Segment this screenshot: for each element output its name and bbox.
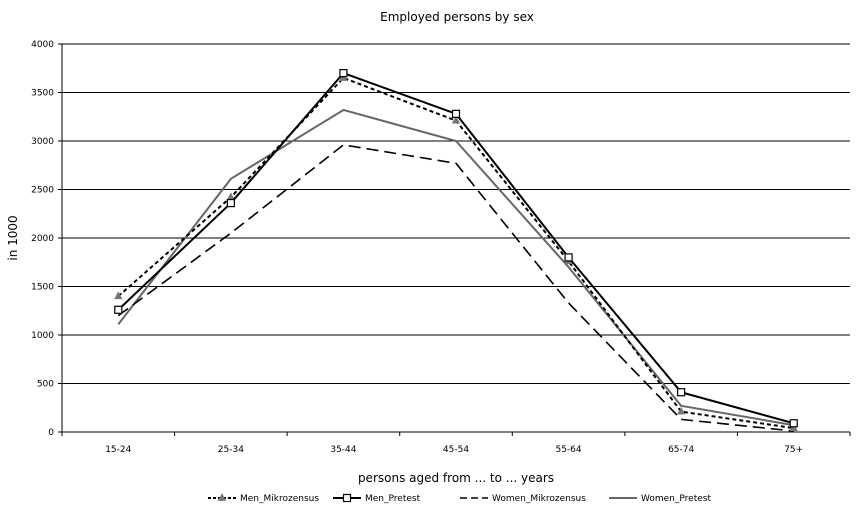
series-group <box>114 68 798 432</box>
legend-item: Women_Mikrozensus <box>460 494 586 504</box>
data-point <box>789 423 798 432</box>
y-axis-ticks: 0 500 1000 1500 2000 2500 3000 3500 4000 <box>31 40 62 438</box>
data-point <box>677 388 686 397</box>
y-axis-title: in 1000 <box>6 215 20 260</box>
x-tick-label: 35-44 <box>330 445 356 455</box>
y-tick-label: 3000 <box>31 137 54 147</box>
x-tick-label: 25-34 <box>218 445 244 455</box>
legend-item: Men_Mikrozensus <box>208 493 319 504</box>
legend-label: Men_Mikrozensus <box>240 494 319 504</box>
x-axis-title: persons aged from ... to ... years <box>358 471 554 485</box>
data-point <box>226 198 235 208</box>
series-Men_Pretest <box>114 68 798 428</box>
series-line <box>117 144 794 432</box>
series-line <box>117 108 794 427</box>
x-axis-ticks: 15-24 25-34 35-44 45-54 55-64 65-74 75+ <box>61 432 851 455</box>
y-tick-label: 3500 <box>31 89 54 99</box>
chart-title: Employed persons by sex <box>380 10 534 24</box>
series-line <box>117 76 794 430</box>
data-point <box>217 493 227 501</box>
data-point <box>114 305 123 314</box>
legend-label: Men_Pretest <box>365 494 421 504</box>
data-point <box>789 419 798 428</box>
data-point <box>342 493 352 503</box>
data-point <box>114 291 123 300</box>
data-point <box>451 115 461 124</box>
y-tick-label: 1500 <box>31 283 54 293</box>
legend-item: Men_Pretest <box>333 493 421 504</box>
series-Men_Mikrozensus <box>114 73 798 432</box>
y-tick-label: 1000 <box>31 331 54 341</box>
data-point <box>339 68 348 78</box>
legend: Men_Mikrozensus Men_Pretest Women_Mikrozen… <box>208 493 711 504</box>
gridlines <box>61 43 850 433</box>
series-Women_Pretest <box>117 108 794 427</box>
legend-label: Women_Pretest <box>641 494 711 504</box>
series-line <box>117 72 794 425</box>
y-tick-label: 500 <box>37 380 54 390</box>
x-tick-label: 75+ <box>784 445 803 455</box>
x-tick-label: 15-24 <box>105 445 131 455</box>
x-tick-label: 45-54 <box>443 445 469 455</box>
x-tick-label: 55-64 <box>555 445 581 455</box>
y-tick-label: 2000 <box>31 234 54 244</box>
legend-label: Women_Mikrozensus <box>492 494 586 504</box>
data-point <box>564 253 573 262</box>
x-tick-label: 65-74 <box>668 445 694 455</box>
y-tick-label: 0 <box>48 428 54 438</box>
y-tick-label: 4000 <box>31 40 54 50</box>
data-point <box>676 406 686 415</box>
data-point <box>451 109 461 118</box>
y-tick-label: 2500 <box>31 186 54 196</box>
legend-item: Women_Pretest <box>609 494 711 504</box>
series-Women_Mikrozensus <box>117 144 794 432</box>
